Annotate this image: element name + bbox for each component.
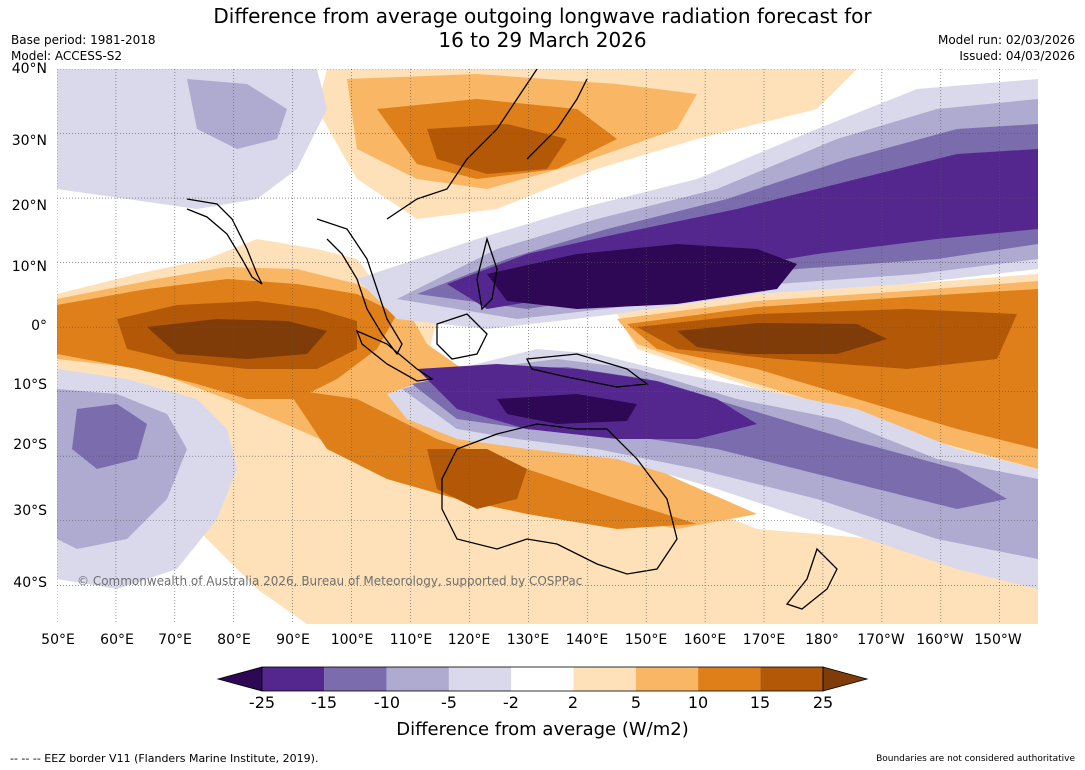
lon-label-50e: 50°E [41, 632, 75, 648]
coastline-east-asia [386, 69, 538, 220]
colorbar-label: 10 [687, 693, 709, 712]
lat-label-equator: 0° [31, 318, 47, 334]
olr-anomaly-map [57, 69, 1038, 624]
colorbar-extend-low [216, 666, 263, 692]
anomaly-region-brown [427, 449, 527, 509]
colorbar-label: -15 [310, 693, 338, 712]
graticule [57, 69, 1038, 624]
coastline-australia [441, 423, 678, 575]
boundaries-note: Boundaries are not considered authoritat… [876, 754, 1075, 764]
lon-label-100e: 100°E [330, 632, 374, 648]
map-panel [57, 69, 1038, 624]
negative-anomaly-regions [57, 69, 1038, 589]
coastline-borneo [436, 313, 488, 360]
coastline-indochina [316, 218, 403, 356]
lon-label-130e: 130°E [506, 632, 550, 648]
colorbar-title: Difference from average (W/m2) [396, 719, 689, 740]
lon-label-70e: 70°E [158, 632, 192, 648]
colorbar-label: -2 [503, 693, 519, 712]
eez-border-note: -- -- -- EEZ border V11 (Flanders Marine… [10, 752, 319, 765]
lon-label-150w: 150°W [974, 632, 1022, 648]
lat-label-40s: 40°S [13, 575, 47, 591]
anomaly-region-darkest-purple [497, 394, 637, 424]
coastline-sumatra [355, 329, 434, 382]
base-period: Base period: 1981-2018 [11, 33, 156, 47]
colorbar-label: 25 [812, 693, 834, 712]
lon-label-170w: 170°W [857, 632, 905, 648]
colorbar-bin [324, 667, 387, 691]
colorbar-label: 2 [567, 693, 579, 712]
meta-right: Model run: 02/03/2026 Issued: 04/03/2026 [938, 32, 1075, 64]
colorbar-bin [573, 667, 636, 691]
lat-label-40n: 40°N [11, 61, 47, 77]
lat-label-30n: 30°N [11, 133, 47, 149]
lat-label-20s: 20°S [13, 437, 47, 453]
lon-label-80e: 80°E [217, 632, 251, 648]
colorbar-bin [262, 667, 325, 691]
colorbar-bin [760, 667, 823, 691]
lon-label-160e: 160°E [683, 632, 727, 648]
lat-label-30s: 30°S [13, 503, 47, 519]
colorbar-label: 15 [749, 693, 771, 712]
model-name: Model: ACCESS-S2 [11, 49, 123, 63]
colorbar-label: 5 [630, 693, 642, 712]
lon-label-170e: 170°E [742, 632, 786, 648]
lon-label-110e: 110°E [389, 632, 433, 648]
coastline-japan [526, 78, 588, 160]
anomaly-region-dark-brown [677, 323, 887, 354]
anomaly-region-darkest-purple [487, 244, 797, 309]
positive-anomaly-regions [57, 69, 1038, 624]
anomaly-region-light-purple [187, 79, 287, 149]
colorbar-bin [386, 667, 449, 691]
lon-label-120e: 120°E [447, 632, 491, 648]
colorbar-bin [448, 667, 512, 691]
map-title: Difference from average outgoing longwav… [0, 4, 1085, 52]
anomaly-region-dark-brown [147, 319, 327, 359]
lon-label-60e: 60°E [100, 632, 134, 648]
issued-date: Issued: 04/03/2026 [959, 49, 1075, 63]
anomaly-region-mid-purple [72, 404, 147, 469]
colorbar-outline [261, 666, 824, 692]
model-run: Model run: 02/03/2026 [937, 33, 1075, 47]
colorbar-label: -25 [248, 693, 276, 712]
lon-label-180: 180° [805, 632, 839, 648]
lat-label-10s: 10°S [13, 377, 47, 393]
lon-label-160w: 160°W [916, 632, 964, 648]
coastline-philippines [476, 236, 498, 311]
coastlines [186, 69, 838, 610]
meta-left: Base period: 1981-2018 Model: ACCESS-S2 [11, 32, 156, 64]
colorbar-bin [698, 667, 761, 691]
lat-label-10n: 10°N [11, 259, 47, 275]
colorbar-bin [511, 667, 574, 691]
colorbar-extend-high [822, 666, 869, 692]
lon-label-150e: 150°E [624, 632, 668, 648]
coastline-new-zealand [785, 547, 838, 610]
colorbar-label: -5 [441, 693, 457, 712]
colorbar-bin [635, 667, 699, 691]
lon-label-90e: 90°E [276, 632, 310, 648]
anomaly-region-brown [427, 124, 567, 174]
coastline-new-guinea [525, 353, 649, 388]
coastline-india [186, 198, 263, 285]
lat-label-20n: 20°N [11, 198, 47, 214]
lon-label-140e: 140°E [565, 632, 609, 648]
title-line-1: Difference from average outgoing longwav… [213, 4, 872, 28]
copyright-notice: © Commonwealth of Australia 2026, Bureau… [77, 574, 583, 588]
title-line-2: 16 to 29 March 2026 [438, 28, 647, 52]
colorbar-label: -10 [373, 693, 401, 712]
